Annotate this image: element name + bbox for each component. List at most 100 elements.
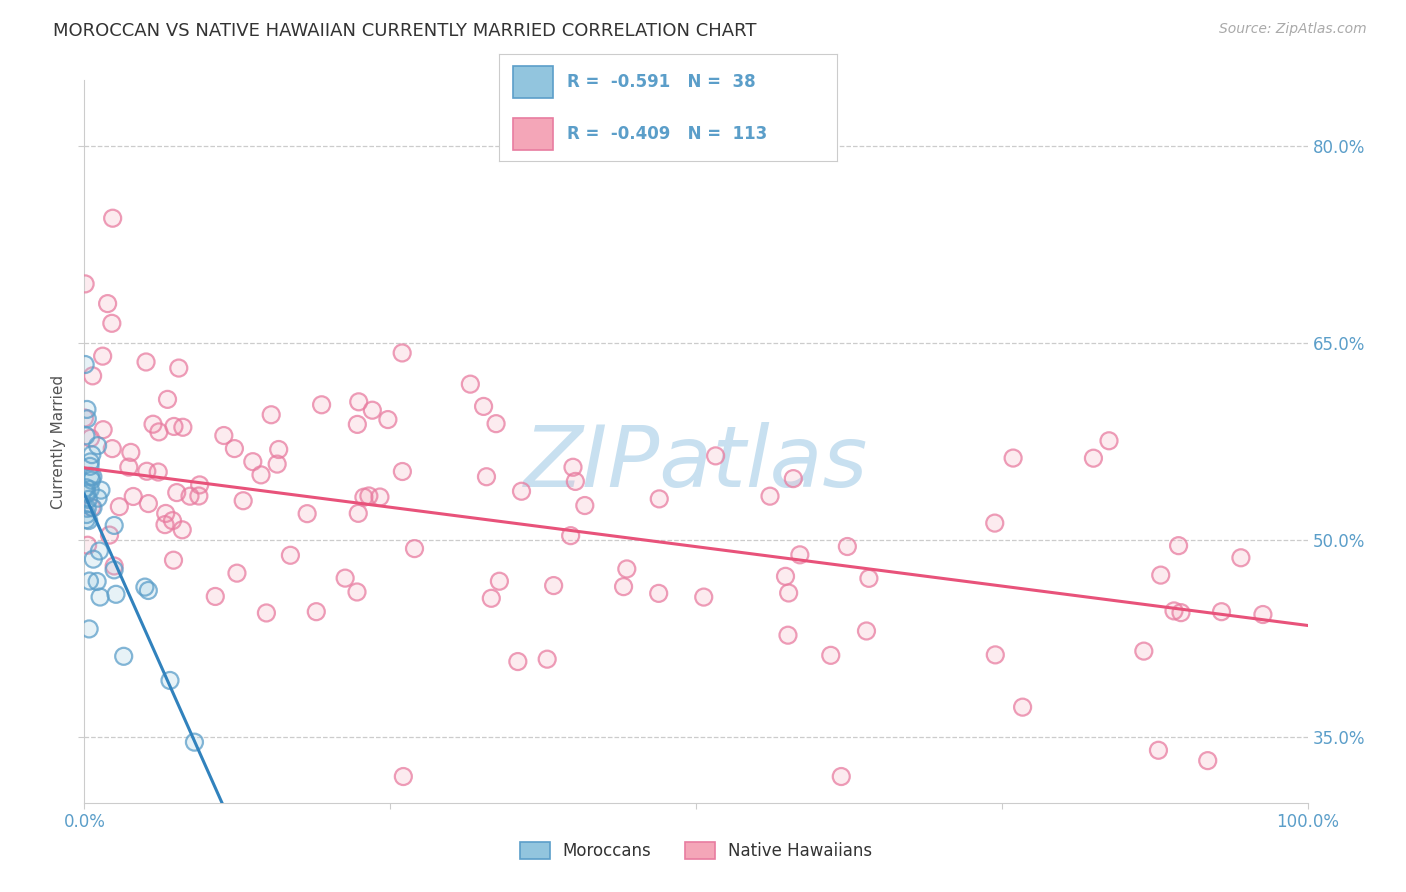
Point bbox=[76, 501, 98, 516]
Point bbox=[80, 448, 103, 462]
Point bbox=[333, 571, 356, 585]
Point bbox=[162, 514, 184, 528]
Point bbox=[172, 523, 194, 537]
Point bbox=[510, 484, 533, 499]
Point bbox=[1098, 434, 1121, 448]
Point bbox=[574, 499, 596, 513]
Point bbox=[1011, 700, 1033, 714]
Point bbox=[167, 361, 190, 376]
Text: R =  -0.591   N =  38: R = -0.591 N = 38 bbox=[567, 73, 755, 91]
Point bbox=[475, 469, 498, 483]
Point bbox=[75, 429, 97, 443]
Point bbox=[391, 346, 413, 360]
Point bbox=[647, 586, 669, 600]
Point bbox=[543, 578, 565, 592]
Point bbox=[86, 439, 108, 453]
Point bbox=[782, 472, 804, 486]
Point bbox=[858, 571, 880, 585]
Point bbox=[391, 465, 413, 479]
Point bbox=[75, 358, 97, 372]
Point bbox=[254, 606, 277, 620]
Point bbox=[91, 423, 114, 437]
Point bbox=[357, 489, 380, 503]
Point bbox=[112, 649, 135, 664]
Point bbox=[254, 606, 277, 620]
Point bbox=[77, 514, 100, 528]
Point bbox=[101, 442, 124, 456]
Point bbox=[76, 538, 98, 552]
Point bbox=[153, 517, 176, 532]
Text: R =  -0.409   N =  113: R = -0.409 N = 113 bbox=[567, 125, 766, 143]
Point bbox=[543, 578, 565, 592]
Point bbox=[103, 563, 125, 577]
Point bbox=[392, 770, 415, 784]
Point bbox=[778, 586, 800, 600]
Point bbox=[460, 377, 482, 392]
Point bbox=[122, 490, 145, 504]
Point bbox=[136, 583, 159, 598]
Point bbox=[704, 449, 727, 463]
Point bbox=[166, 485, 188, 500]
Point bbox=[91, 423, 114, 437]
Point bbox=[122, 490, 145, 504]
Point bbox=[75, 277, 97, 291]
Point bbox=[224, 442, 246, 456]
Point bbox=[73, 411, 96, 425]
Point bbox=[76, 411, 98, 425]
Point bbox=[104, 587, 127, 601]
Point bbox=[242, 455, 264, 469]
Point bbox=[163, 419, 186, 434]
Point bbox=[506, 655, 529, 669]
Point bbox=[564, 475, 586, 489]
Point bbox=[1230, 550, 1253, 565]
Point bbox=[562, 460, 585, 475]
Point bbox=[1197, 754, 1219, 768]
Point bbox=[346, 585, 368, 599]
Point bbox=[82, 500, 104, 515]
Point bbox=[536, 652, 558, 666]
Point bbox=[226, 566, 249, 581]
Point bbox=[75, 277, 97, 291]
Point bbox=[855, 624, 877, 638]
Point bbox=[204, 590, 226, 604]
Point bbox=[76, 501, 98, 516]
Point bbox=[506, 655, 529, 669]
Point bbox=[250, 467, 273, 482]
Point bbox=[134, 580, 156, 594]
Point bbox=[166, 485, 188, 500]
Point bbox=[101, 211, 124, 226]
Point bbox=[368, 490, 391, 504]
Point bbox=[479, 591, 502, 606]
Point bbox=[183, 735, 205, 749]
Text: MOROCCAN VS NATIVE HAWAIIAN CURRENTLY MARRIED CORRELATION CHART: MOROCCAN VS NATIVE HAWAIIAN CURRENTLY MA… bbox=[53, 22, 756, 40]
Point bbox=[830, 770, 852, 784]
Point bbox=[1147, 743, 1170, 757]
Point bbox=[346, 417, 368, 432]
Point bbox=[172, 523, 194, 537]
Point bbox=[1167, 539, 1189, 553]
Point bbox=[162, 553, 184, 567]
Point bbox=[162, 514, 184, 528]
Point bbox=[536, 652, 558, 666]
Point bbox=[267, 442, 290, 457]
Point bbox=[475, 469, 498, 483]
Point bbox=[479, 591, 502, 606]
Point bbox=[112, 649, 135, 664]
Point bbox=[76, 402, 98, 417]
Point bbox=[86, 574, 108, 589]
Point bbox=[156, 392, 179, 407]
Point bbox=[404, 541, 426, 556]
Point bbox=[204, 590, 226, 604]
Point bbox=[82, 470, 104, 484]
Point bbox=[167, 361, 190, 376]
Point bbox=[311, 398, 333, 412]
Point bbox=[148, 465, 170, 479]
Point bbox=[759, 489, 782, 503]
Point bbox=[142, 417, 165, 432]
Point bbox=[134, 580, 156, 594]
Point bbox=[138, 497, 160, 511]
Point bbox=[1011, 700, 1033, 714]
Point bbox=[1170, 606, 1192, 620]
Y-axis label: Currently Married: Currently Married bbox=[51, 375, 66, 508]
Point bbox=[76, 411, 98, 425]
